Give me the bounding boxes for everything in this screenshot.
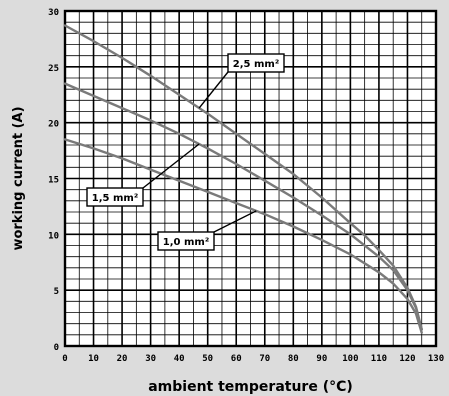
series-label-2: 1,5 mm² — [86, 143, 200, 207]
series-line-3 — [63, 138, 423, 334]
label-leader-line — [198, 71, 229, 109]
label-leader-line — [213, 210, 257, 233]
x-tick-label: 30 — [145, 354, 156, 364]
x-tick-label: 90 — [316, 354, 327, 364]
y-tick-label: 5 — [54, 287, 59, 297]
label-text: 1,5 mm² — [92, 193, 138, 204]
x-tick-label: 110 — [371, 354, 387, 364]
series-label-1: 2,5 mm² — [198, 53, 285, 109]
series-lines — [63, 24, 423, 334]
x-tick-label: 50 — [202, 354, 213, 364]
y-tick-label: 10 — [48, 231, 59, 241]
y-tick-label: 30 — [48, 8, 59, 18]
x-axis-title: ambient temperature (°C) — [148, 379, 353, 395]
x-tick-label: 40 — [174, 354, 185, 364]
label-box — [157, 231, 215, 251]
y-tick-label: 25 — [48, 64, 59, 74]
y-tick-label: 0 — [54, 343, 59, 353]
y-tick-label: 20 — [48, 120, 59, 130]
x-tick-label: 100 — [342, 354, 358, 364]
label-box — [227, 53, 285, 73]
x-tick-label: 130 — [428, 354, 444, 364]
label-text: 2,5 mm² — [233, 59, 279, 70]
series-line-1 — [63, 24, 423, 331]
x-tick-label: 10 — [88, 354, 99, 364]
series-line-2 — [63, 82, 423, 331]
x-tick-label: 60 — [231, 354, 242, 364]
label-text: 1,0 mm² — [163, 237, 209, 248]
x-tick-label: 70 — [259, 354, 270, 364]
label-box — [86, 187, 144, 207]
x-tick-label: 20 — [117, 354, 128, 364]
y-axis-title: working current (A) — [11, 106, 26, 250]
x-tick-label: 120 — [399, 354, 415, 364]
x-tick-label: 80 — [288, 354, 299, 364]
plot-frame — [63, 9, 438, 348]
label-leader-line — [142, 143, 200, 189]
x-tick-label: 0 — [62, 354, 67, 364]
series-label-3: 1,0 mm² — [157, 210, 257, 251]
y-tick-label: 15 — [48, 176, 59, 186]
